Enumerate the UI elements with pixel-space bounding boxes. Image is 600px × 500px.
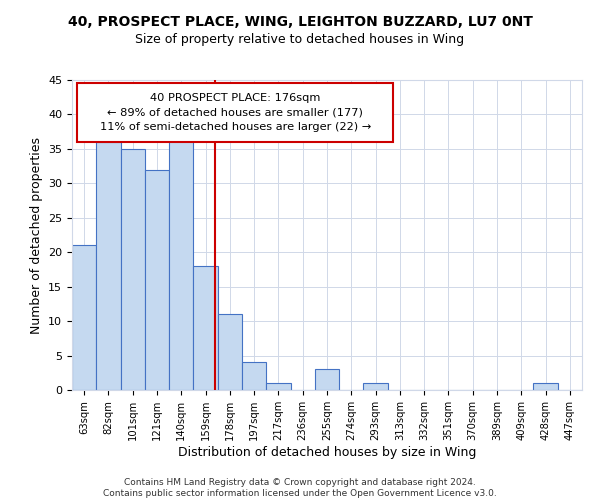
Text: Size of property relative to detached houses in Wing: Size of property relative to detached ho… [136, 32, 464, 46]
X-axis label: Distribution of detached houses by size in Wing: Distribution of detached houses by size … [178, 446, 476, 458]
Text: 40, PROSPECT PLACE, WING, LEIGHTON BUZZARD, LU7 0NT: 40, PROSPECT PLACE, WING, LEIGHTON BUZZA… [68, 15, 532, 29]
Bar [533, 383, 558, 390]
Bar [218, 314, 242, 390]
Bar [364, 383, 388, 390]
Bar [193, 266, 218, 390]
FancyBboxPatch shape [77, 83, 394, 142]
Bar [315, 370, 339, 390]
Y-axis label: Number of detached properties: Number of detached properties [29, 136, 43, 334]
Bar [169, 135, 193, 390]
Bar [266, 383, 290, 390]
Bar [72, 246, 96, 390]
Bar [96, 142, 121, 390]
Text: 40 PROSPECT PLACE: 176sqm
← 89% of detached houses are smaller (177)
11% of semi: 40 PROSPECT PLACE: 176sqm ← 89% of detac… [100, 93, 371, 132]
Bar [145, 170, 169, 390]
Bar [121, 149, 145, 390]
Text: Contains HM Land Registry data © Crown copyright and database right 2024.
Contai: Contains HM Land Registry data © Crown c… [103, 478, 497, 498]
Bar [242, 362, 266, 390]
